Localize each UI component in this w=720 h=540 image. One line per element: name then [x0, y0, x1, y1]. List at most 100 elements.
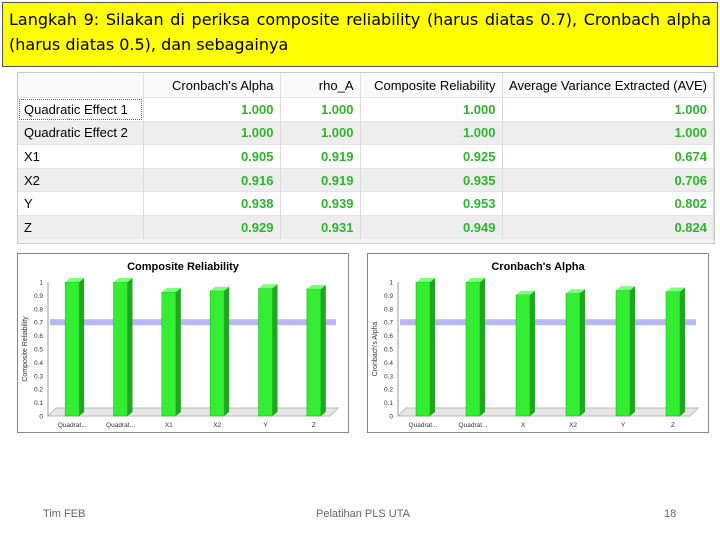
y-axis-label: Composite Reliability	[22, 316, 29, 382]
x-tick-label: Quadrat...	[58, 422, 87, 429]
x-tick-label: Quadrat...	[106, 422, 135, 429]
table-cell: 1.000	[280, 120, 361, 145]
chart-floor	[396, 407, 700, 417]
table-cell: 0.935	[360, 167, 503, 192]
bar-side	[175, 288, 181, 416]
header-composite-reliability[interactable]: Composite Reliability	[360, 73, 503, 98]
bar-top	[258, 284, 278, 289]
cronbach-alpha-chart: Cronbach's Alpha Cronbach's Alpha 0 0.1 0.2 0…	[367, 253, 709, 433]
bar-top	[306, 284, 326, 289]
bar	[113, 281, 128, 417]
table-cell: 1.000	[502, 120, 714, 145]
header-ave[interactable]: Average Variance Extracted (AVE)	[502, 73, 714, 98]
x-tick-label: X	[521, 422, 526, 429]
reliability-table: Cronbach's Alpha rho_A Composite Reliabi…	[17, 72, 715, 244]
table-cell: 1.000	[143, 120, 281, 145]
footer-center: Pelatihan PLS UTA	[316, 508, 410, 520]
bar-side	[224, 286, 230, 416]
table-cell: 0.925	[360, 144, 503, 169]
table-cell: 0.949	[360, 214, 503, 239]
row-label: Quadratic Effect 2	[18, 120, 144, 145]
y-axis-label: Cronbach's Alpha	[372, 322, 379, 377]
table-cell: 1.000	[360, 97, 503, 122]
y-tick-label: 1	[39, 280, 43, 287]
bar	[565, 293, 581, 417]
y-tick-label: 1	[389, 280, 393, 287]
cronbach-alpha-svg: Cronbach's Alpha Cronbach's Alpha 0 0.1 0.2 0…	[372, 261, 700, 429]
table-row[interactable]: Z 0.929 0.931 0.949 0.824	[18, 214, 714, 239]
table-cell: 1.000	[502, 97, 714, 122]
bar	[209, 290, 225, 417]
y-tick-label: 0.1	[384, 400, 393, 407]
x-tick-label: Y	[621, 422, 626, 429]
composite-reliability-chart: Composite Reliability Composite Reliabili…	[17, 253, 349, 433]
y-tick-label: 0.6	[384, 333, 393, 340]
bar-side	[530, 290, 535, 416]
y-tick-label: 0	[39, 414, 43, 421]
table-cell: 0.674	[502, 144, 714, 169]
threshold-line	[400, 319, 696, 326]
bar	[465, 281, 481, 417]
x-tick-label: X1	[165, 422, 173, 429]
composite-reliability-svg: Composite Reliability Composite Reliabili…	[22, 261, 340, 429]
row-label: Z	[18, 214, 144, 239]
bar	[415, 281, 431, 417]
y-tick-label: 0.7	[34, 320, 43, 327]
table-cell: 0.938	[143, 191, 281, 216]
x-tick-label: Z	[312, 422, 316, 429]
y-tick-label: 0.8	[384, 306, 393, 313]
table-row[interactable]: X2 0.916 0.919 0.935 0.706	[18, 167, 714, 192]
y-tick-label: 0.5	[384, 347, 393, 354]
table-row[interactable]: Quadratic Effect 1 1.000 1.000 1.000 1.0…	[18, 97, 714, 122]
y-tick-label: 0.2	[34, 387, 43, 394]
header-rho-a[interactable]: rho_A	[280, 73, 361, 98]
chart-title: Cronbach's Alpha	[491, 261, 585, 273]
table-cell: 0.706	[502, 167, 714, 192]
y-tick-label: 0.3	[384, 373, 393, 380]
y-tick-label: 0	[389, 414, 393, 421]
table-cell: 0.939	[280, 191, 361, 216]
bar-side	[272, 284, 278, 416]
bar	[306, 288, 322, 417]
table-cell: 0.916	[143, 167, 281, 192]
table-cell: 1.000	[280, 97, 361, 122]
chart-title: Composite Reliability	[127, 261, 240, 273]
table-row[interactable]: Y 0.938 0.939 0.953 0.802	[18, 191, 714, 216]
bar-side	[320, 284, 326, 416]
bar	[615, 290, 631, 417]
bar-side	[480, 278, 485, 416]
bar-top	[666, 287, 685, 292]
bar-top	[113, 278, 133, 282]
table-cell: 0.919	[280, 167, 361, 192]
threshold-line	[50, 319, 336, 326]
bar-top	[616, 286, 635, 291]
header-cronbach-alpha[interactable]: Cronbach's Alpha	[143, 73, 281, 98]
bar	[515, 294, 531, 417]
x-tick-label: Quadrat...	[409, 422, 438, 429]
table-cell: 1.000	[360, 120, 503, 145]
row-label: Quadratic Effect 1	[18, 97, 144, 122]
footer-left: Tim FEB	[43, 508, 86, 520]
bar-side	[79, 278, 85, 416]
y-tick-label: 0.4	[384, 360, 393, 367]
y-tick-label: 0.3	[34, 373, 43, 380]
y-tick-label: 0.9	[384, 293, 393, 300]
bar-side	[630, 286, 635, 416]
table-cell: 0.802	[502, 191, 714, 216]
table-row[interactable]: Quadratic Effect 2 1.000 1.000 1.000 1.0…	[18, 120, 714, 145]
table-header-row: Cronbach's Alpha rho_A Composite Reliabi…	[18, 73, 714, 98]
bar	[258, 288, 273, 417]
table-cell: 1.000	[143, 97, 281, 122]
bar-top	[516, 290, 535, 295]
y-tick-label: 0.2	[384, 387, 393, 394]
row-label: Y	[18, 191, 144, 216]
chart-floor	[46, 407, 340, 417]
table-row[interactable]: X1 0.905 0.919 0.925 0.674	[18, 144, 714, 169]
row-label: X2	[18, 167, 144, 192]
x-tick-label: Quadrat...	[459, 422, 488, 429]
table-cell: 0.953	[360, 191, 503, 216]
y-tick-label: 0.9	[34, 293, 43, 300]
bar-side	[430, 278, 435, 416]
x-tick-label: Z	[671, 422, 675, 429]
bar-top	[416, 278, 435, 282]
